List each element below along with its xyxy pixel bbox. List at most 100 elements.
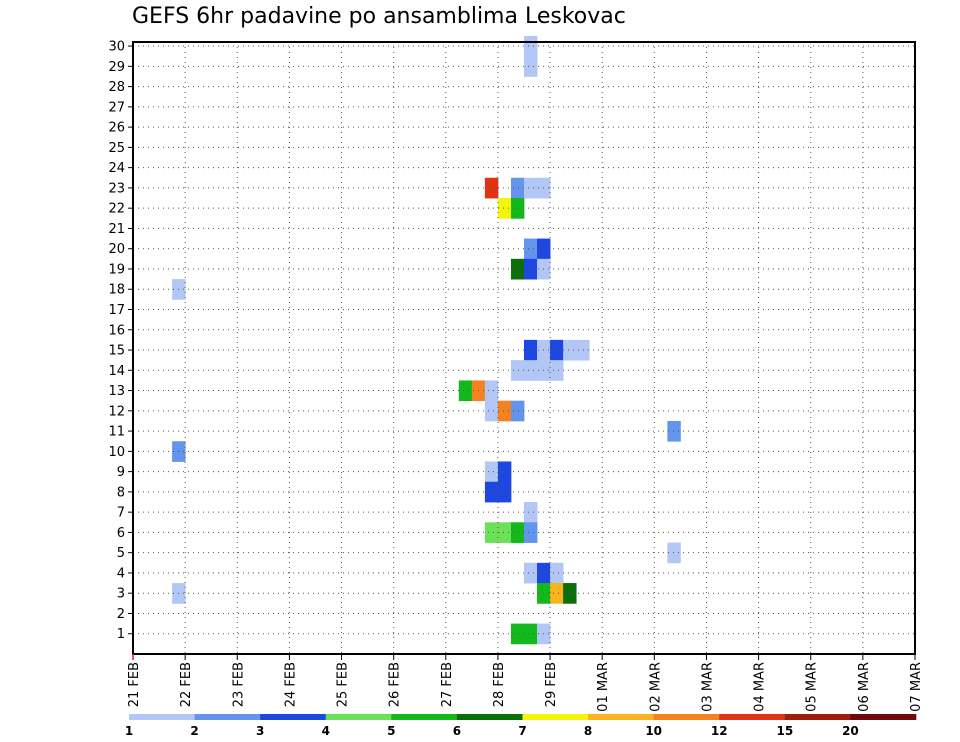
heatmap-cell bbox=[524, 56, 538, 77]
y-tick-label: 20 bbox=[108, 242, 125, 257]
heatmap-cell bbox=[524, 339, 538, 361]
heatmap-cell bbox=[510, 177, 525, 199]
x-tick-label: 22 FEB bbox=[179, 662, 194, 707]
colorbar-label: 20 bbox=[842, 724, 859, 738]
colorbar-segment bbox=[653, 714, 720, 720]
y-tick-label: 5 bbox=[117, 546, 125, 561]
heatmap-cell bbox=[576, 339, 590, 361]
x-tick-label: 07 MAR bbox=[909, 662, 924, 712]
colorbar-segment bbox=[456, 714, 523, 720]
heatmap-cell bbox=[484, 461, 499, 483]
colorbar-segment bbox=[194, 714, 261, 720]
colorbar-segment bbox=[784, 714, 851, 720]
y-tick-label: 15 bbox=[108, 344, 125, 359]
y-tick-label: 11 bbox=[108, 425, 125, 440]
x-tick-label: 23 FEB bbox=[231, 662, 246, 707]
heatmap-cell bbox=[497, 198, 512, 219]
heatmap-cell bbox=[563, 583, 577, 604]
heatmap-cell bbox=[458, 380, 473, 402]
colorbar-label: 8 bbox=[584, 724, 592, 738]
grid-lines bbox=[133, 42, 915, 654]
heatmap-cell bbox=[550, 583, 564, 604]
y-tick-label: 30 bbox=[108, 40, 125, 55]
x-tick-label: 26 FEB bbox=[388, 662, 403, 707]
x-tick-label: 25 FEB bbox=[336, 662, 351, 707]
colorbar-label: 5 bbox=[387, 724, 395, 738]
y-tick-label: 25 bbox=[108, 141, 125, 156]
y-tick-label: 7 bbox=[117, 506, 125, 521]
heatmap-cell bbox=[524, 238, 538, 260]
x-tick-label: 06 MAR bbox=[857, 662, 872, 712]
y-tick-label: 9 bbox=[117, 465, 125, 480]
colorbar-segment bbox=[391, 714, 458, 720]
y-tick-label: 2 bbox=[117, 607, 125, 622]
heatmap-cell bbox=[510, 400, 525, 422]
y-tick-label: 14 bbox=[108, 364, 125, 379]
heatmap-cell bbox=[667, 542, 681, 564]
colorbar-label: 2 bbox=[190, 724, 198, 738]
heatmap-cell bbox=[484, 481, 499, 503]
heatmap-cell bbox=[550, 339, 564, 361]
y-tick-label: 23 bbox=[108, 181, 125, 196]
colorbar-segment bbox=[129, 714, 195, 720]
y-tick-label: 8 bbox=[117, 485, 125, 500]
y-tick-label: 6 bbox=[117, 526, 125, 541]
y-tick-label: 28 bbox=[108, 80, 125, 95]
colorbar-label: 4 bbox=[322, 724, 330, 738]
heatmap-cell bbox=[510, 360, 525, 381]
heatmap-cell bbox=[524, 502, 538, 523]
heatmap-cell bbox=[524, 360, 538, 381]
heatmap-cells bbox=[172, 35, 681, 645]
x-tick-label: 04 MAR bbox=[753, 662, 768, 712]
heatmap-cell bbox=[524, 522, 538, 543]
x-tick-label: 05 MAR bbox=[805, 662, 820, 712]
plot-frame bbox=[132, 41, 916, 655]
colorbar-segment bbox=[850, 714, 917, 720]
heatmap-cell bbox=[524, 258, 538, 280]
y-tick-label: 16 bbox=[108, 323, 125, 338]
y-tick-label: 10 bbox=[108, 445, 125, 460]
y-axis-ticks: 1234567891011121314151617181920212223242… bbox=[108, 40, 133, 642]
heatmap-cell bbox=[484, 522, 499, 543]
heatmap-cell bbox=[510, 258, 525, 280]
heatmap-cell bbox=[497, 481, 512, 503]
y-tick-label: 13 bbox=[108, 384, 125, 399]
y-tick-label: 17 bbox=[108, 303, 125, 318]
heatmap-cell bbox=[524, 623, 538, 645]
colorbar-segment bbox=[588, 714, 654, 720]
colorbar-segment bbox=[719, 714, 786, 720]
heatmap-cell bbox=[563, 339, 577, 361]
heatmap-cell bbox=[524, 35, 538, 57]
heatmap-cell bbox=[524, 177, 538, 199]
y-tick-label: 12 bbox=[108, 404, 125, 419]
colorbar-label: 6 bbox=[453, 724, 461, 738]
heatmap-cell bbox=[497, 461, 512, 483]
colorbar-label: 15 bbox=[776, 724, 793, 738]
heatmap-cell bbox=[484, 400, 499, 422]
heatmap-cell bbox=[510, 198, 525, 219]
colorbar-label: 10 bbox=[645, 724, 662, 738]
colorbar-segment bbox=[260, 714, 327, 720]
colorbar-segment bbox=[325, 714, 392, 720]
chart-title: GEFS 6hr padavine po ansamblima Leskovac bbox=[132, 4, 626, 29]
heatmap-cell bbox=[510, 522, 525, 543]
heatmap-cell bbox=[667, 420, 681, 442]
x-tick-label: 27 FEB bbox=[440, 662, 455, 707]
y-tick-label: 4 bbox=[117, 566, 125, 581]
x-tick-label: 24 FEB bbox=[283, 662, 298, 707]
y-tick-label: 27 bbox=[108, 100, 125, 115]
heatmap-cell bbox=[524, 562, 538, 584]
colorbar: 1 2 3 4 5 6 7 8 10 12 15 20 bbox=[125, 714, 917, 738]
heatmap-cell bbox=[497, 522, 512, 543]
heatmap-cell bbox=[510, 623, 525, 645]
heatmap-cell bbox=[484, 177, 499, 199]
y-tick-label: 22 bbox=[108, 202, 125, 217]
colorbar-label: 7 bbox=[518, 724, 526, 738]
y-tick-label: 29 bbox=[108, 60, 125, 75]
x-tick-label: 03 MAR bbox=[700, 662, 715, 712]
heatmap-cell bbox=[484, 380, 499, 402]
heatmap-cell bbox=[550, 360, 564, 381]
y-tick-label: 21 bbox=[108, 222, 125, 237]
y-tick-label: 1 bbox=[117, 627, 125, 642]
